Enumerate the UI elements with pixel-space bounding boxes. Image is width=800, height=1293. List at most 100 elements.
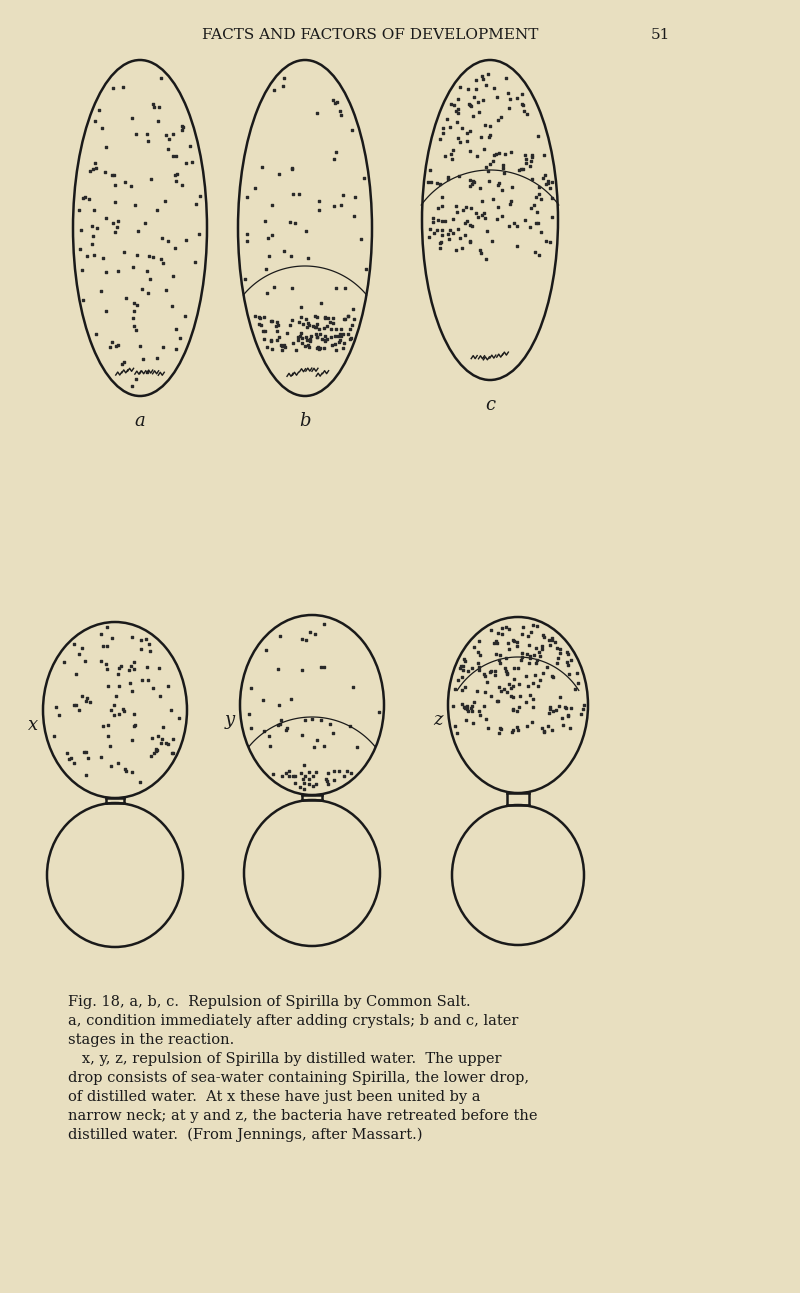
Point — [101, 636, 114, 657]
Point — [285, 246, 298, 266]
Point — [574, 703, 587, 724]
Point — [130, 321, 142, 341]
Point — [302, 769, 315, 790]
Point — [137, 349, 150, 370]
Point — [527, 697, 540, 718]
Point — [110, 685, 122, 706]
Point — [452, 88, 465, 109]
Point — [300, 327, 313, 348]
Point — [145, 746, 158, 767]
Point — [309, 623, 322, 644]
Point — [100, 300, 113, 321]
Point — [517, 617, 530, 637]
Point — [107, 694, 120, 715]
Point — [507, 140, 520, 160]
Point — [502, 216, 515, 237]
Point — [328, 326, 341, 347]
Point — [302, 335, 314, 356]
Point — [530, 649, 543, 670]
Point — [475, 98, 488, 119]
Point — [456, 696, 469, 716]
Point — [335, 194, 348, 215]
Point — [76, 260, 89, 281]
Point — [179, 230, 192, 251]
Point — [293, 312, 306, 332]
Point — [281, 323, 294, 344]
Point — [520, 149, 533, 169]
Point — [475, 206, 488, 226]
Point — [322, 763, 334, 784]
Point — [101, 658, 114, 679]
Point — [306, 709, 318, 729]
Point — [302, 773, 315, 794]
Point — [471, 92, 484, 112]
Point — [493, 723, 506, 743]
Point — [144, 168, 157, 189]
Point — [499, 617, 512, 637]
Point — [159, 733, 172, 754]
Point — [494, 652, 506, 672]
Point — [154, 733, 167, 754]
Point — [92, 100, 105, 120]
Point — [152, 725, 165, 746]
Point — [119, 287, 132, 308]
Point — [169, 164, 182, 185]
Point — [373, 702, 386, 723]
Point — [112, 211, 125, 231]
Point — [70, 694, 82, 715]
Point — [99, 261, 112, 282]
Point — [154, 248, 167, 269]
Point — [166, 145, 179, 166]
Point — [167, 123, 180, 144]
Point — [519, 145, 532, 166]
Point — [468, 172, 481, 193]
Point — [457, 721, 470, 742]
Point — [166, 265, 179, 286]
Point — [53, 705, 66, 725]
Point — [327, 195, 340, 216]
Point — [126, 375, 138, 396]
Point — [106, 166, 118, 186]
Point — [128, 715, 141, 736]
Point — [463, 141, 476, 162]
Point — [310, 323, 322, 344]
Point — [151, 200, 164, 221]
Point — [314, 656, 327, 676]
Point — [358, 167, 370, 187]
Point — [298, 780, 310, 800]
Point — [307, 315, 320, 336]
Point — [90, 217, 103, 238]
Point — [322, 773, 334, 794]
Point — [466, 173, 478, 194]
Point — [494, 719, 507, 740]
Point — [536, 636, 549, 657]
Point — [535, 639, 548, 659]
Point — [283, 212, 296, 233]
Point — [502, 634, 514, 654]
Point — [310, 313, 323, 334]
Point — [503, 97, 516, 118]
Point — [108, 175, 121, 195]
Point — [427, 212, 440, 233]
Point — [194, 186, 206, 207]
Point — [507, 212, 520, 233]
Point — [262, 725, 275, 746]
Point — [267, 79, 280, 100]
Point — [256, 690, 269, 711]
Point — [520, 103, 533, 124]
Point — [344, 327, 357, 348]
Point — [546, 207, 558, 228]
Point — [166, 742, 178, 763]
Point — [125, 627, 138, 648]
Point — [265, 310, 278, 331]
Point — [482, 63, 494, 84]
Point — [342, 306, 354, 327]
Point — [467, 171, 480, 191]
Point — [270, 315, 282, 336]
Point — [342, 306, 355, 327]
Point — [310, 327, 323, 348]
Point — [343, 318, 356, 339]
Point — [513, 160, 526, 181]
Point — [466, 646, 479, 667]
Point — [496, 623, 509, 644]
